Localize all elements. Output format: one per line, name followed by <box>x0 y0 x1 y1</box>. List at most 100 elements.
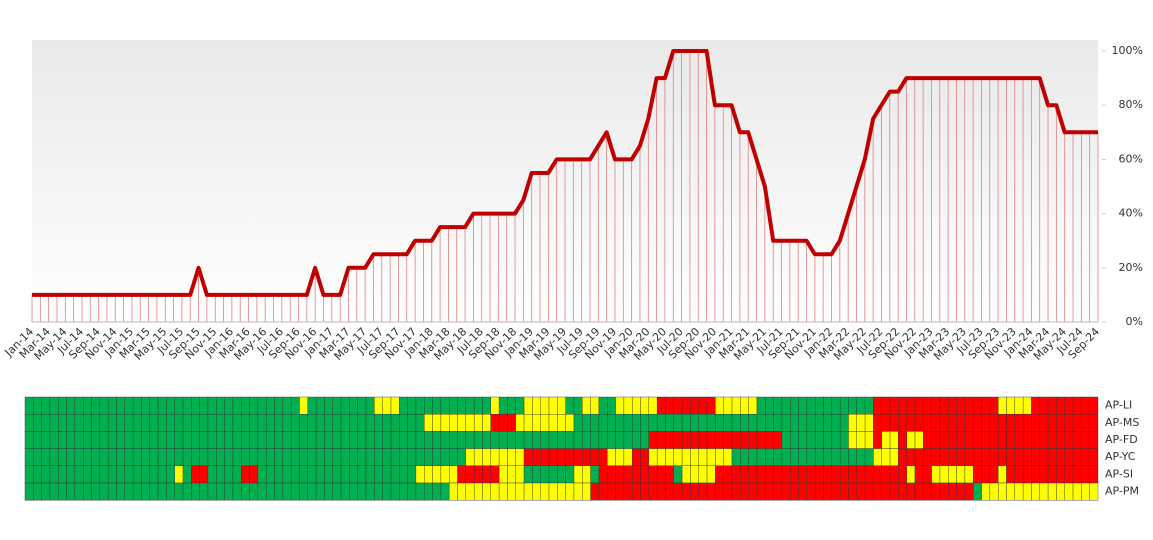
heatmap-cell <box>1089 448 1099 467</box>
heatmap-cell <box>515 414 525 432</box>
heatmap-cell <box>690 414 699 432</box>
heatmap-cell <box>282 482 292 501</box>
heatmap-cell <box>399 448 408 467</box>
heatmap-cell <box>249 431 259 449</box>
heatmap-cell <box>349 448 358 467</box>
heatmap-cell <box>615 448 625 467</box>
heatmap-cell <box>132 414 142 432</box>
heatmap-cell <box>681 482 691 501</box>
heatmap-cell <box>839 396 849 415</box>
heatmap-cell <box>315 431 325 449</box>
heatmap-cell <box>823 431 833 449</box>
heatmap-cell <box>640 448 650 467</box>
heatmap-cell <box>1081 396 1090 415</box>
heatmap-cell <box>906 482 916 501</box>
heatmap-cell <box>582 431 591 449</box>
heatmap-cell <box>948 431 957 449</box>
heatmap-cell <box>582 482 591 501</box>
heatmap-cell <box>407 396 417 415</box>
heatmap-cell <box>224 431 234 449</box>
heatmap-cell <box>457 465 467 484</box>
heatmap-cell <box>390 431 400 449</box>
heatmap-cell <box>465 482 475 501</box>
row-label: AP-FD <box>1105 433 1138 446</box>
heatmap-cell <box>532 482 541 501</box>
heatmap-cell <box>174 482 184 501</box>
heatmap-cell <box>806 482 816 501</box>
heatmap-cell <box>407 482 417 501</box>
heatmap-cell <box>532 465 541 484</box>
heatmap-cell <box>241 465 250 484</box>
heatmap-cell <box>174 431 184 449</box>
heatmap-cell <box>623 465 633 484</box>
heatmap-cell <box>773 465 783 484</box>
heatmap-cell <box>465 414 475 432</box>
heatmap-cell <box>656 414 666 432</box>
heatmap-cell <box>473 431 483 449</box>
heatmap-cell <box>207 482 217 501</box>
heatmap-cell <box>249 414 259 432</box>
heatmap-cell <box>964 448 974 467</box>
heatmap-cell <box>906 431 916 449</box>
heatmap-cell <box>931 431 941 449</box>
heatmap-cell <box>141 448 150 467</box>
heatmap-cell <box>623 482 633 501</box>
heatmap-cell <box>332 448 342 467</box>
heatmap-cell <box>723 414 733 432</box>
heatmap-cell <box>565 465 575 484</box>
heatmap-cell <box>831 482 841 501</box>
heatmap-cell <box>898 448 907 467</box>
heatmap-cell <box>956 465 966 484</box>
heatmap-cell <box>989 482 999 501</box>
heatmap-cell <box>690 465 699 484</box>
heatmap-cell <box>856 448 866 467</box>
heatmap-cell <box>299 465 309 484</box>
heatmap-cell <box>548 414 558 432</box>
heatmap-cell <box>1047 482 1057 501</box>
heatmap-cell <box>216 465 225 484</box>
heatmap-cell <box>282 431 292 449</box>
heatmap-cell <box>1089 414 1099 432</box>
heatmap-cell <box>449 431 458 449</box>
heatmap-cell <box>449 465 458 484</box>
heatmap-cell <box>731 396 741 415</box>
heatmap-cell <box>640 431 650 449</box>
heatmap-cell <box>1039 482 1049 501</box>
heatmap-cell <box>74 482 84 501</box>
heatmap-cell <box>656 448 666 467</box>
heatmap-cell <box>340 396 350 415</box>
heatmap-cell <box>698 465 708 484</box>
heatmap-cell <box>648 414 658 432</box>
heatmap-cell <box>274 414 284 432</box>
heatmap-cell <box>590 414 600 432</box>
heatmap-cell <box>939 482 949 501</box>
heatmap-cell <box>740 465 749 484</box>
heatmap-cell <box>324 431 333 449</box>
heatmap-cell <box>540 396 550 415</box>
heatmap-cell <box>698 431 708 449</box>
heatmap-cell <box>889 448 899 467</box>
heatmap-cell <box>1031 465 1040 484</box>
heatmap-cell <box>141 465 150 484</box>
heatmap-cell <box>590 431 600 449</box>
heatmap-cell <box>681 465 691 484</box>
heatmap-cell <box>124 414 134 432</box>
heatmap-cell <box>1047 465 1057 484</box>
heatmap-cell <box>590 448 600 467</box>
heatmap-cell <box>199 465 209 484</box>
heatmap-cell <box>440 465 450 484</box>
heatmap-cell <box>790 414 799 432</box>
heatmap-cell <box>748 482 758 501</box>
heatmap-cell <box>790 482 799 501</box>
heatmap-cell <box>349 465 358 484</box>
heatmap-cell <box>823 482 833 501</box>
heatmap-cell <box>640 396 650 415</box>
heatmap-cell <box>898 414 907 432</box>
heatmap-cell <box>174 414 184 432</box>
heatmap-cell <box>973 396 982 415</box>
heatmap-cell <box>573 465 583 484</box>
heatmap-cell <box>673 431 683 449</box>
heatmap-cell <box>515 448 525 467</box>
heatmap-cell <box>457 448 467 467</box>
heatmap-cell <box>814 448 824 467</box>
